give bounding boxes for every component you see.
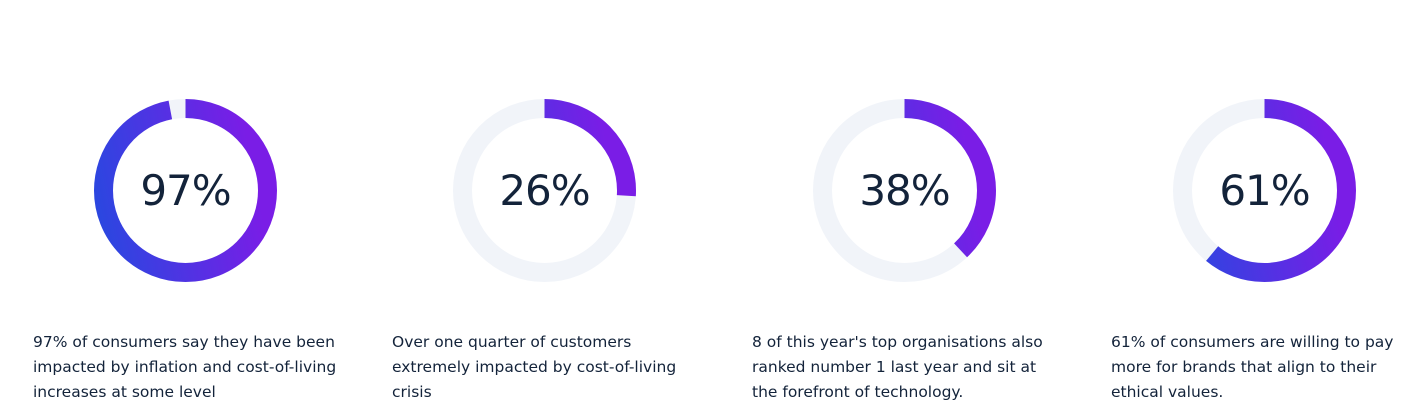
donut-value-label: 97% — [140, 166, 231, 215]
donut-svg — [1173, 99, 1356, 282]
donut-value-arc — [453, 99, 636, 282]
donut-value-label: 61% — [1219, 166, 1310, 215]
donut-chart: 97% — [93, 98, 278, 283]
donut-chart: 61% — [1172, 98, 1357, 283]
donut-value-arc — [1173, 99, 1356, 282]
donut-chart: 38% — [812, 98, 997, 283]
donut-svg — [813, 99, 996, 282]
donut-svg — [453, 99, 636, 282]
stat-caption: 8 of this year's top organisations also … — [752, 333, 1043, 401]
donut-value-label: 38% — [859, 166, 950, 215]
stat-caption: Over one quarter of customers extremely … — [392, 333, 677, 401]
donut-value-arc — [94, 99, 277, 282]
stat-caption: 61% of consumers are willing to pay more… — [1111, 333, 1394, 401]
stat-card-top-organisations: 38% 8 of this year's top organisations a… — [752, 0, 1082, 412]
stat-caption: 97% of consumers say they have been impa… — [33, 333, 337, 401]
stat-card-ethical-values: 61% 61% of consumers are willing to pay … — [1111, 0, 1402, 412]
donut-svg — [94, 99, 277, 282]
donut-chart: 26% — [452, 98, 637, 283]
donut-value-label: 26% — [499, 166, 590, 215]
stat-card-inflation: 97% 97% of consumers say they have been … — [33, 0, 363, 412]
stat-card-cost-of-living: 26% Over one quarter of customers extrem… — [392, 0, 722, 412]
donut-value-arc — [813, 99, 996, 282]
